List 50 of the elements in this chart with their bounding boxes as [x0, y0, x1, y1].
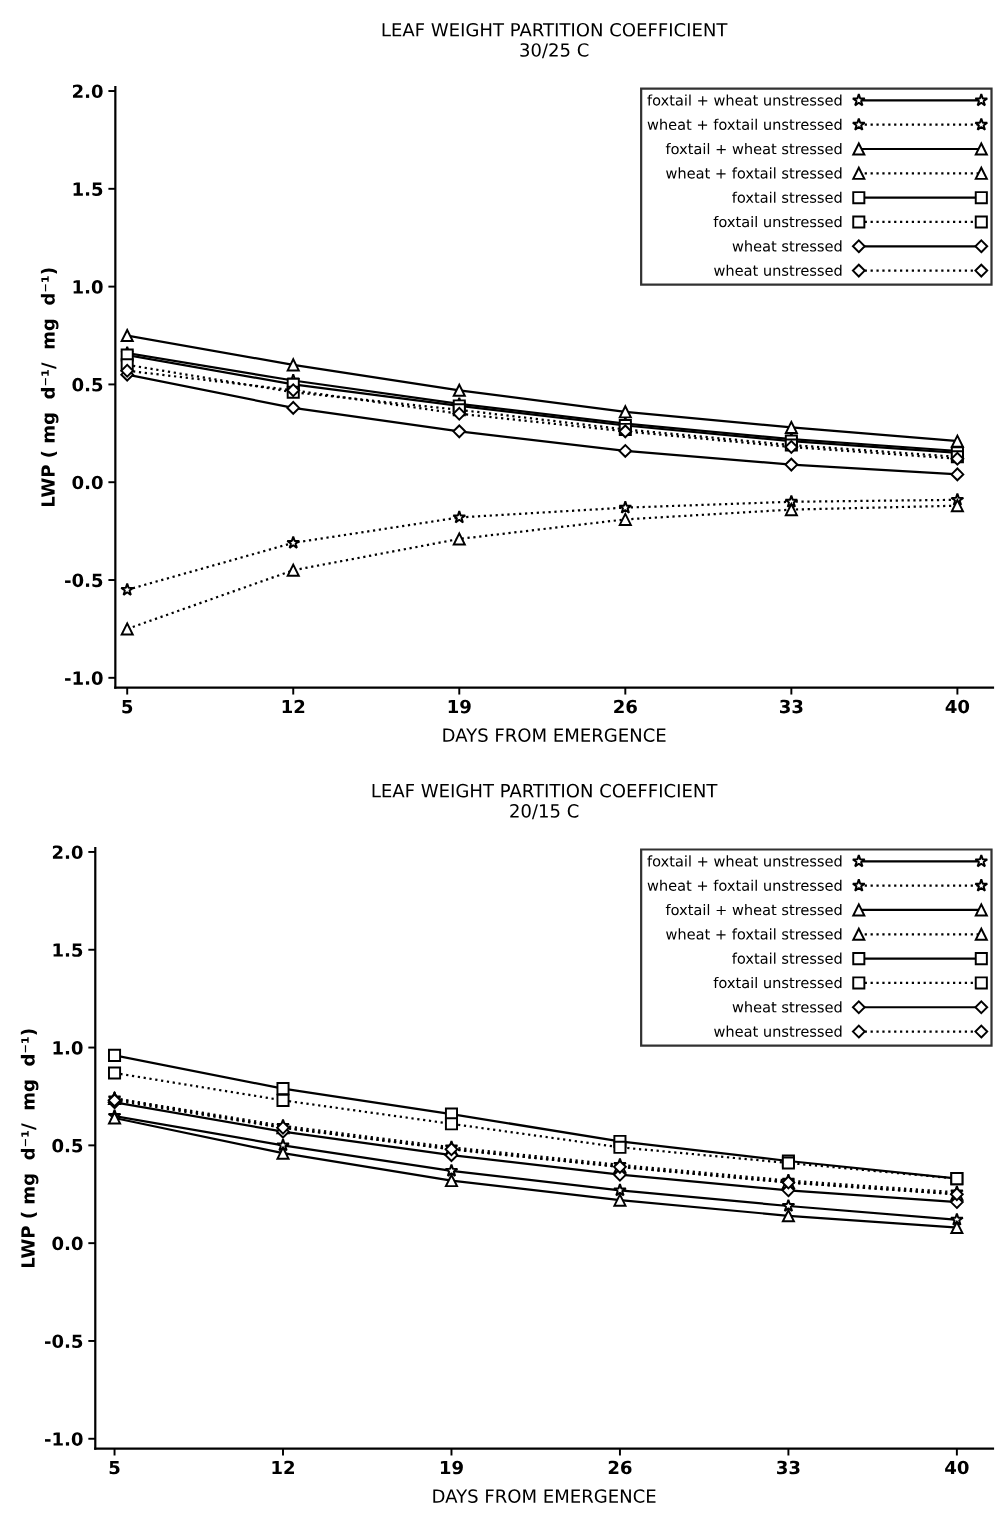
- x-axis-title: DAYS FROM EMERGENCE: [443, 728, 666, 742]
- x-tick-label: 19: [448, 699, 471, 714]
- legend-label: wheat + foxtail stressed: [666, 167, 842, 179]
- x-tick-label: 26: [614, 699, 637, 714]
- y-tick-label: 0.0: [52, 1236, 83, 1251]
- x-tick-label: 33: [780, 699, 803, 714]
- y-tick-label: -0.5: [65, 573, 103, 588]
- legend-label: foxtail stressed: [732, 952, 842, 964]
- y-tick-label: 2.0: [52, 845, 83, 860]
- y-tick-label: 1.0: [53, 1041, 83, 1055]
- x-tick-label: 12: [272, 1460, 294, 1475]
- legend-label: wheat unstressed: [714, 1025, 842, 1037]
- y-axis-title: LWP ( mg d⁻¹/ mg d⁻¹): [20, 1029, 39, 1268]
- x-tick-label: 19: [440, 1460, 463, 1475]
- legend-label: wheat unstressed: [714, 264, 842, 276]
- x-tick-label: 5: [109, 1460, 120, 1475]
- chart-title: LEAF WEIGHT PARTITION COEFFICIENT: [372, 783, 718, 798]
- legend-label: foxtail + wheat unstressed: [647, 855, 842, 867]
- y-tick-label: -0.5: [44, 1334, 83, 1349]
- legend-label: wheat stressed: [732, 1001, 842, 1013]
- legend-label: foxtail unstressed: [713, 216, 842, 228]
- x-tick-label: 40: [945, 699, 970, 714]
- x-axis-title: DAYS FROM EMERGENCE: [433, 1489, 656, 1503]
- legend-label: foxtail + wheat stressed: [665, 143, 842, 155]
- chart-subtitle: 20/15 C: [510, 804, 579, 820]
- legend-label: wheat + foxtail stressed: [666, 928, 842, 940]
- y-tick-label: -1.0: [65, 671, 103, 685]
- x-tick-label: 12: [282, 699, 305, 714]
- y-tick-label: 1.5: [53, 943, 83, 957]
- chart-title: LEAF WEIGHT PARTITION COEFFICIENT: [382, 22, 728, 37]
- x-tick-label: 40: [945, 1460, 969, 1475]
- legend-label: wheat + foxtail unstressed: [647, 879, 842, 891]
- y-axis-title: LWP ( mg d⁻¹/ mg d⁻¹): [40, 268, 59, 507]
- x-tick-label: 33: [777, 1460, 800, 1475]
- y-tick-label: 1.0: [73, 280, 103, 294]
- y-tick-label: 0.0: [72, 475, 103, 490]
- legend-label: foxtail stressed: [732, 191, 842, 203]
- y-tick-label: 0.5: [52, 1138, 83, 1153]
- legend-label: wheat stressed: [732, 240, 842, 252]
- legend-label: wheat + foxtail unstressed: [647, 118, 842, 130]
- legend-label: foxtail + wheat stressed: [665, 903, 842, 916]
- y-tick-label: 1.5: [73, 182, 103, 196]
- x-tick-label: 5: [122, 699, 133, 714]
- legend-label: foxtail + wheat unstressed: [647, 94, 842, 106]
- legend-label: foxtail unstressed: [713, 976, 842, 989]
- y-tick-label: -1.0: [44, 1432, 83, 1446]
- y-tick-label: 2.0: [72, 84, 103, 99]
- x-tick-label: 26: [608, 1460, 632, 1475]
- y-tick-label: 0.5: [72, 377, 103, 392]
- chart-subtitle: 30/25 C: [520, 43, 589, 59]
